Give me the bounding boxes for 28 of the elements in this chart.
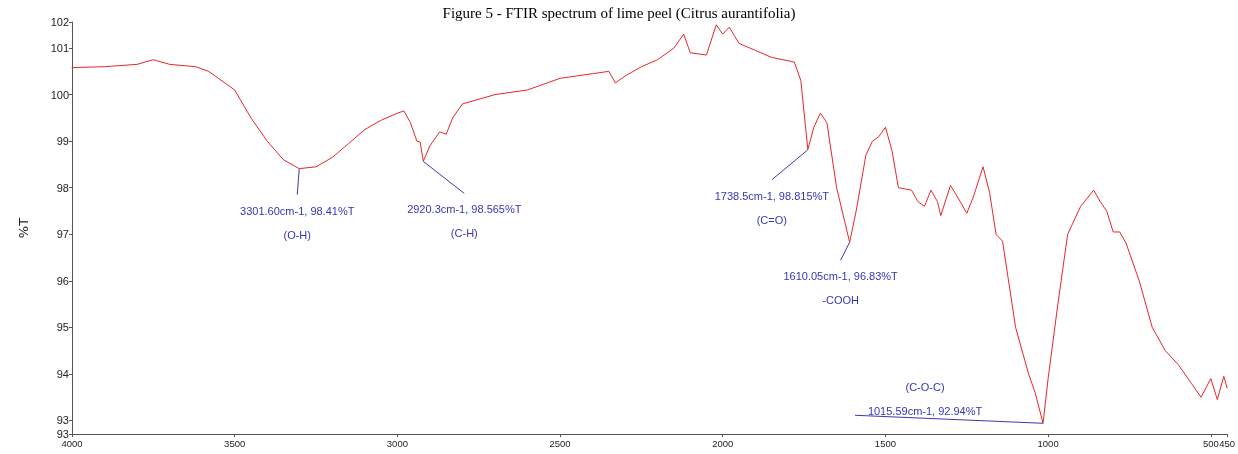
x-tick-label: 500 (1202, 437, 1219, 449)
x-tick-label: 450 (1219, 437, 1235, 449)
x-tick-label: 2500 (549, 437, 571, 449)
line-series (71, 24, 1228, 424)
y-tick-label: 96 (56, 274, 69, 287)
y-tick-label: 99 (56, 135, 69, 148)
annotation: (C-O-C) 1015.59cm-1, 92.94%T (867, 381, 983, 418)
y-tick-label: 98 (56, 181, 69, 194)
x-tick-label: 1500 (874, 437, 896, 449)
x-tick-label: 2000 (712, 437, 734, 449)
y-tick-label: 95 (56, 321, 69, 334)
y-tick-label: 97 (56, 228, 69, 241)
x-tick-label: 4000 (61, 437, 83, 449)
x-tick-label: 1000 (1037, 437, 1059, 449)
y-tick-label: 100 (50, 88, 69, 101)
annotation: 1610.05cm-1, 96.83%T -COOH (783, 270, 899, 307)
y-axis-title: %T (16, 217, 31, 239)
y-tick-label: 93 (56, 414, 69, 427)
x-tick-label: 3500 (224, 437, 246, 449)
annotation: 1738.5cm-1, 98.815%T (C=O) (714, 189, 830, 226)
chart-title: Figure 5 - FTIR spectrum of lime peel (Citrus aurantifolia) (442, 4, 796, 22)
y-tick-label: 101 (50, 42, 69, 55)
annotation: 3301.60cm-1, 98.41%T (O-H) (240, 204, 355, 241)
y-tick-label: 94 (56, 367, 69, 380)
x-tick-label: 3000 (386, 437, 408, 449)
y-tick-label: 102 (50, 16, 69, 28)
annotation: 2920.3cm-1, 98.565%T (C-H) (407, 203, 522, 240)
y-tick-label: 93 (56, 428, 69, 440)
